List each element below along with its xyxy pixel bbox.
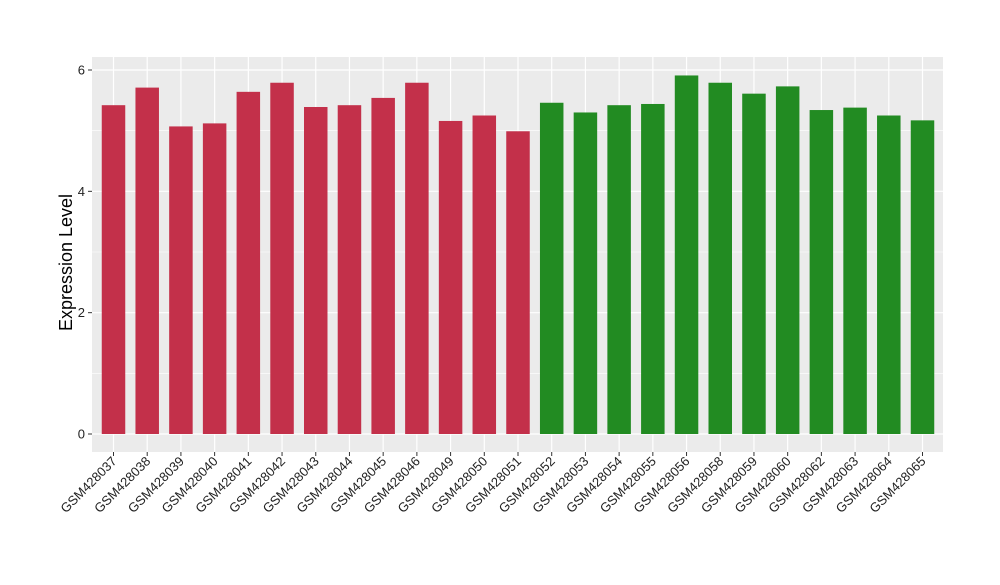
bar-GSM428039	[169, 126, 193, 435]
bar-GSM428053	[573, 112, 598, 434]
y-axis: 0 2 4 6	[78, 63, 92, 442]
bar-GSM428045	[371, 97, 395, 434]
bar-GSM428051	[506, 131, 530, 435]
x-axis: GSM428037GSM428038GSM428039GSM428040GSM4…	[57, 452, 929, 516]
bar-GSM428041	[236, 91, 261, 434]
y-axis-title: Expression Level	[56, 194, 76, 331]
bar-GSM428055	[641, 103, 665, 435]
bar-GSM428038	[135, 87, 159, 435]
bar-GSM428065	[910, 120, 935, 434]
bar-GSM428062	[809, 110, 834, 434]
bar-GSM428040	[202, 123, 227, 435]
y-tick-label: 0	[78, 427, 85, 442]
bar-GSM428063	[843, 107, 867, 434]
bar-GSM428056	[674, 75, 699, 435]
bar-GSM428043	[304, 107, 328, 435]
bar-GSM428037	[101, 105, 126, 434]
bar-GSM428054	[607, 105, 631, 434]
bar-GSM428050	[472, 115, 497, 434]
bar-GSM428058	[708, 82, 732, 435]
bar-GSM428049	[438, 120, 463, 435]
bar-GSM428064	[877, 115, 901, 434]
bar-GSM428044	[337, 105, 362, 434]
bar-GSM428059	[742, 93, 766, 434]
y-tick-label: 4	[78, 184, 85, 199]
y-tick-label: 6	[78, 63, 85, 78]
bar-GSM428052	[539, 102, 564, 434]
bar-GSM428046	[405, 82, 429, 435]
y-tick-label: 2	[78, 305, 85, 320]
bars	[101, 75, 935, 435]
bar-GSM428042	[270, 82, 294, 435]
bar-GSM428060	[775, 86, 800, 434]
